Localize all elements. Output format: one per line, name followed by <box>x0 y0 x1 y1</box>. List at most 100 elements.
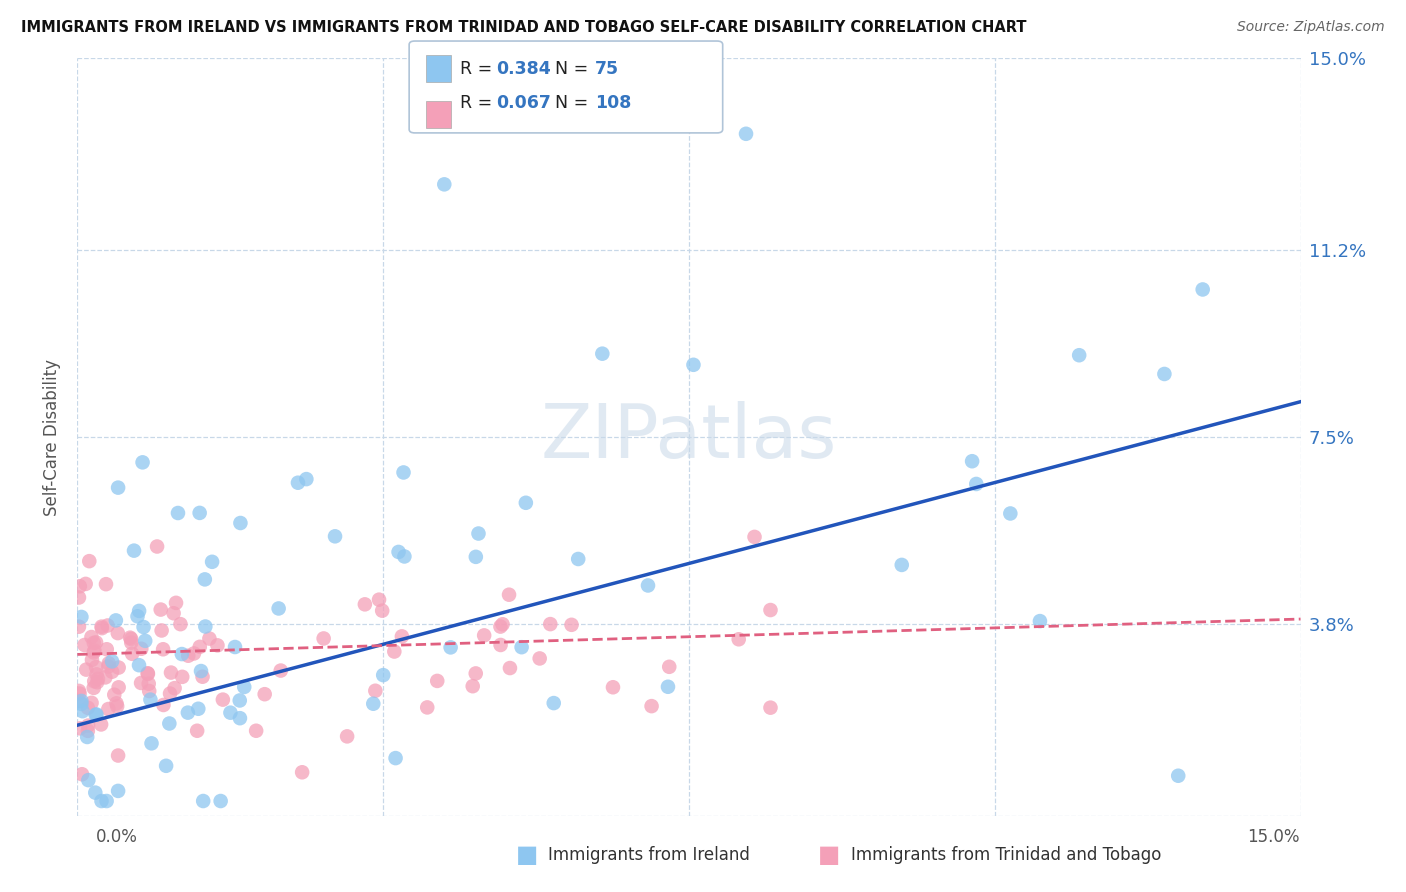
Point <box>472 628 495 642</box>
Point <box>107 660 129 674</box>
Text: 108: 108 <box>595 94 631 112</box>
Point <box>75 663 97 677</box>
Point <box>640 699 662 714</box>
Point <box>461 679 484 693</box>
Point <box>169 617 191 632</box>
Point <box>489 638 512 652</box>
Point <box>163 681 186 695</box>
Point <box>86 675 108 690</box>
Point <box>735 127 758 141</box>
Point <box>491 617 513 632</box>
Point <box>890 558 912 572</box>
Point <box>96 642 118 657</box>
Point <box>152 698 174 712</box>
Point <box>155 759 177 773</box>
Point <box>97 618 120 632</box>
Point <box>73 638 96 652</box>
Point <box>567 552 589 566</box>
Point <box>209 794 232 808</box>
Point <box>637 578 659 592</box>
Point <box>90 621 112 635</box>
Point <box>219 706 242 720</box>
Point <box>510 640 533 655</box>
Text: R =: R = <box>460 94 498 112</box>
Point <box>658 660 681 674</box>
Point <box>128 658 150 673</box>
Point <box>177 706 200 720</box>
Point <box>371 604 394 618</box>
Y-axis label: Self-Care Disability: Self-Care Disability <box>44 359 62 516</box>
Point <box>529 651 551 665</box>
Point <box>467 526 489 541</box>
Point <box>105 697 128 711</box>
Point <box>67 620 90 634</box>
Point <box>387 545 409 559</box>
Point <box>77 773 100 788</box>
Point <box>122 543 145 558</box>
Point <box>83 645 105 659</box>
Point <box>183 647 205 661</box>
Point <box>90 794 112 808</box>
Point <box>191 670 214 684</box>
Point <box>94 577 117 591</box>
Point <box>96 794 118 808</box>
Text: 15.0%: 15.0% <box>1247 828 1299 846</box>
Point <box>759 603 782 617</box>
Point <box>84 707 107 722</box>
Text: 0.067: 0.067 <box>496 94 551 112</box>
Point <box>368 592 391 607</box>
Point <box>464 549 486 564</box>
Point <box>498 588 520 602</box>
Point <box>965 477 987 491</box>
Point <box>1191 283 1213 297</box>
Point <box>172 670 194 684</box>
Point <box>70 697 93 711</box>
Point <box>207 639 229 653</box>
Point <box>132 620 155 634</box>
Point <box>602 680 624 694</box>
Point <box>295 472 318 486</box>
Point <box>364 683 387 698</box>
Text: 0.0%: 0.0% <box>96 828 138 846</box>
Point <box>198 632 221 646</box>
Point <box>426 673 449 688</box>
Text: IMMIGRANTS FROM IRELAND VS IMMIGRANTS FROM TRINIDAD AND TOBAGO SELF-CARE DISABIL: IMMIGRANTS FROM IRELAND VS IMMIGRANTS FR… <box>21 20 1026 35</box>
Point <box>382 644 405 658</box>
Point <box>72 704 94 718</box>
Text: Immigrants from Trinidad and Tobago: Immigrants from Trinidad and Tobago <box>851 846 1161 863</box>
Point <box>105 699 128 714</box>
Point <box>439 640 461 655</box>
Point <box>87 672 110 686</box>
Point <box>97 657 120 671</box>
Point <box>80 696 103 710</box>
Point <box>84 660 107 674</box>
Point <box>150 624 173 638</box>
Point <box>120 631 142 645</box>
Point <box>83 643 105 657</box>
Point <box>69 687 91 701</box>
Point <box>361 697 384 711</box>
Point <box>90 620 112 634</box>
Point <box>201 555 224 569</box>
Point <box>433 178 456 192</box>
Point <box>489 619 512 633</box>
Point <box>194 573 217 587</box>
Point <box>67 684 90 698</box>
Text: N =: N = <box>544 94 593 112</box>
Point <box>129 641 152 656</box>
Point <box>67 694 90 708</box>
Point <box>253 687 276 701</box>
Point <box>1000 507 1022 521</box>
Point <box>186 723 208 738</box>
Point <box>83 681 105 695</box>
Point <box>84 786 107 800</box>
Point <box>170 647 193 661</box>
Point <box>83 674 105 689</box>
Point <box>86 667 108 681</box>
Point <box>323 529 346 543</box>
Point <box>560 617 582 632</box>
Point <box>165 596 187 610</box>
Point <box>90 717 112 731</box>
Point <box>1153 367 1175 381</box>
Text: N =: N = <box>544 60 593 78</box>
